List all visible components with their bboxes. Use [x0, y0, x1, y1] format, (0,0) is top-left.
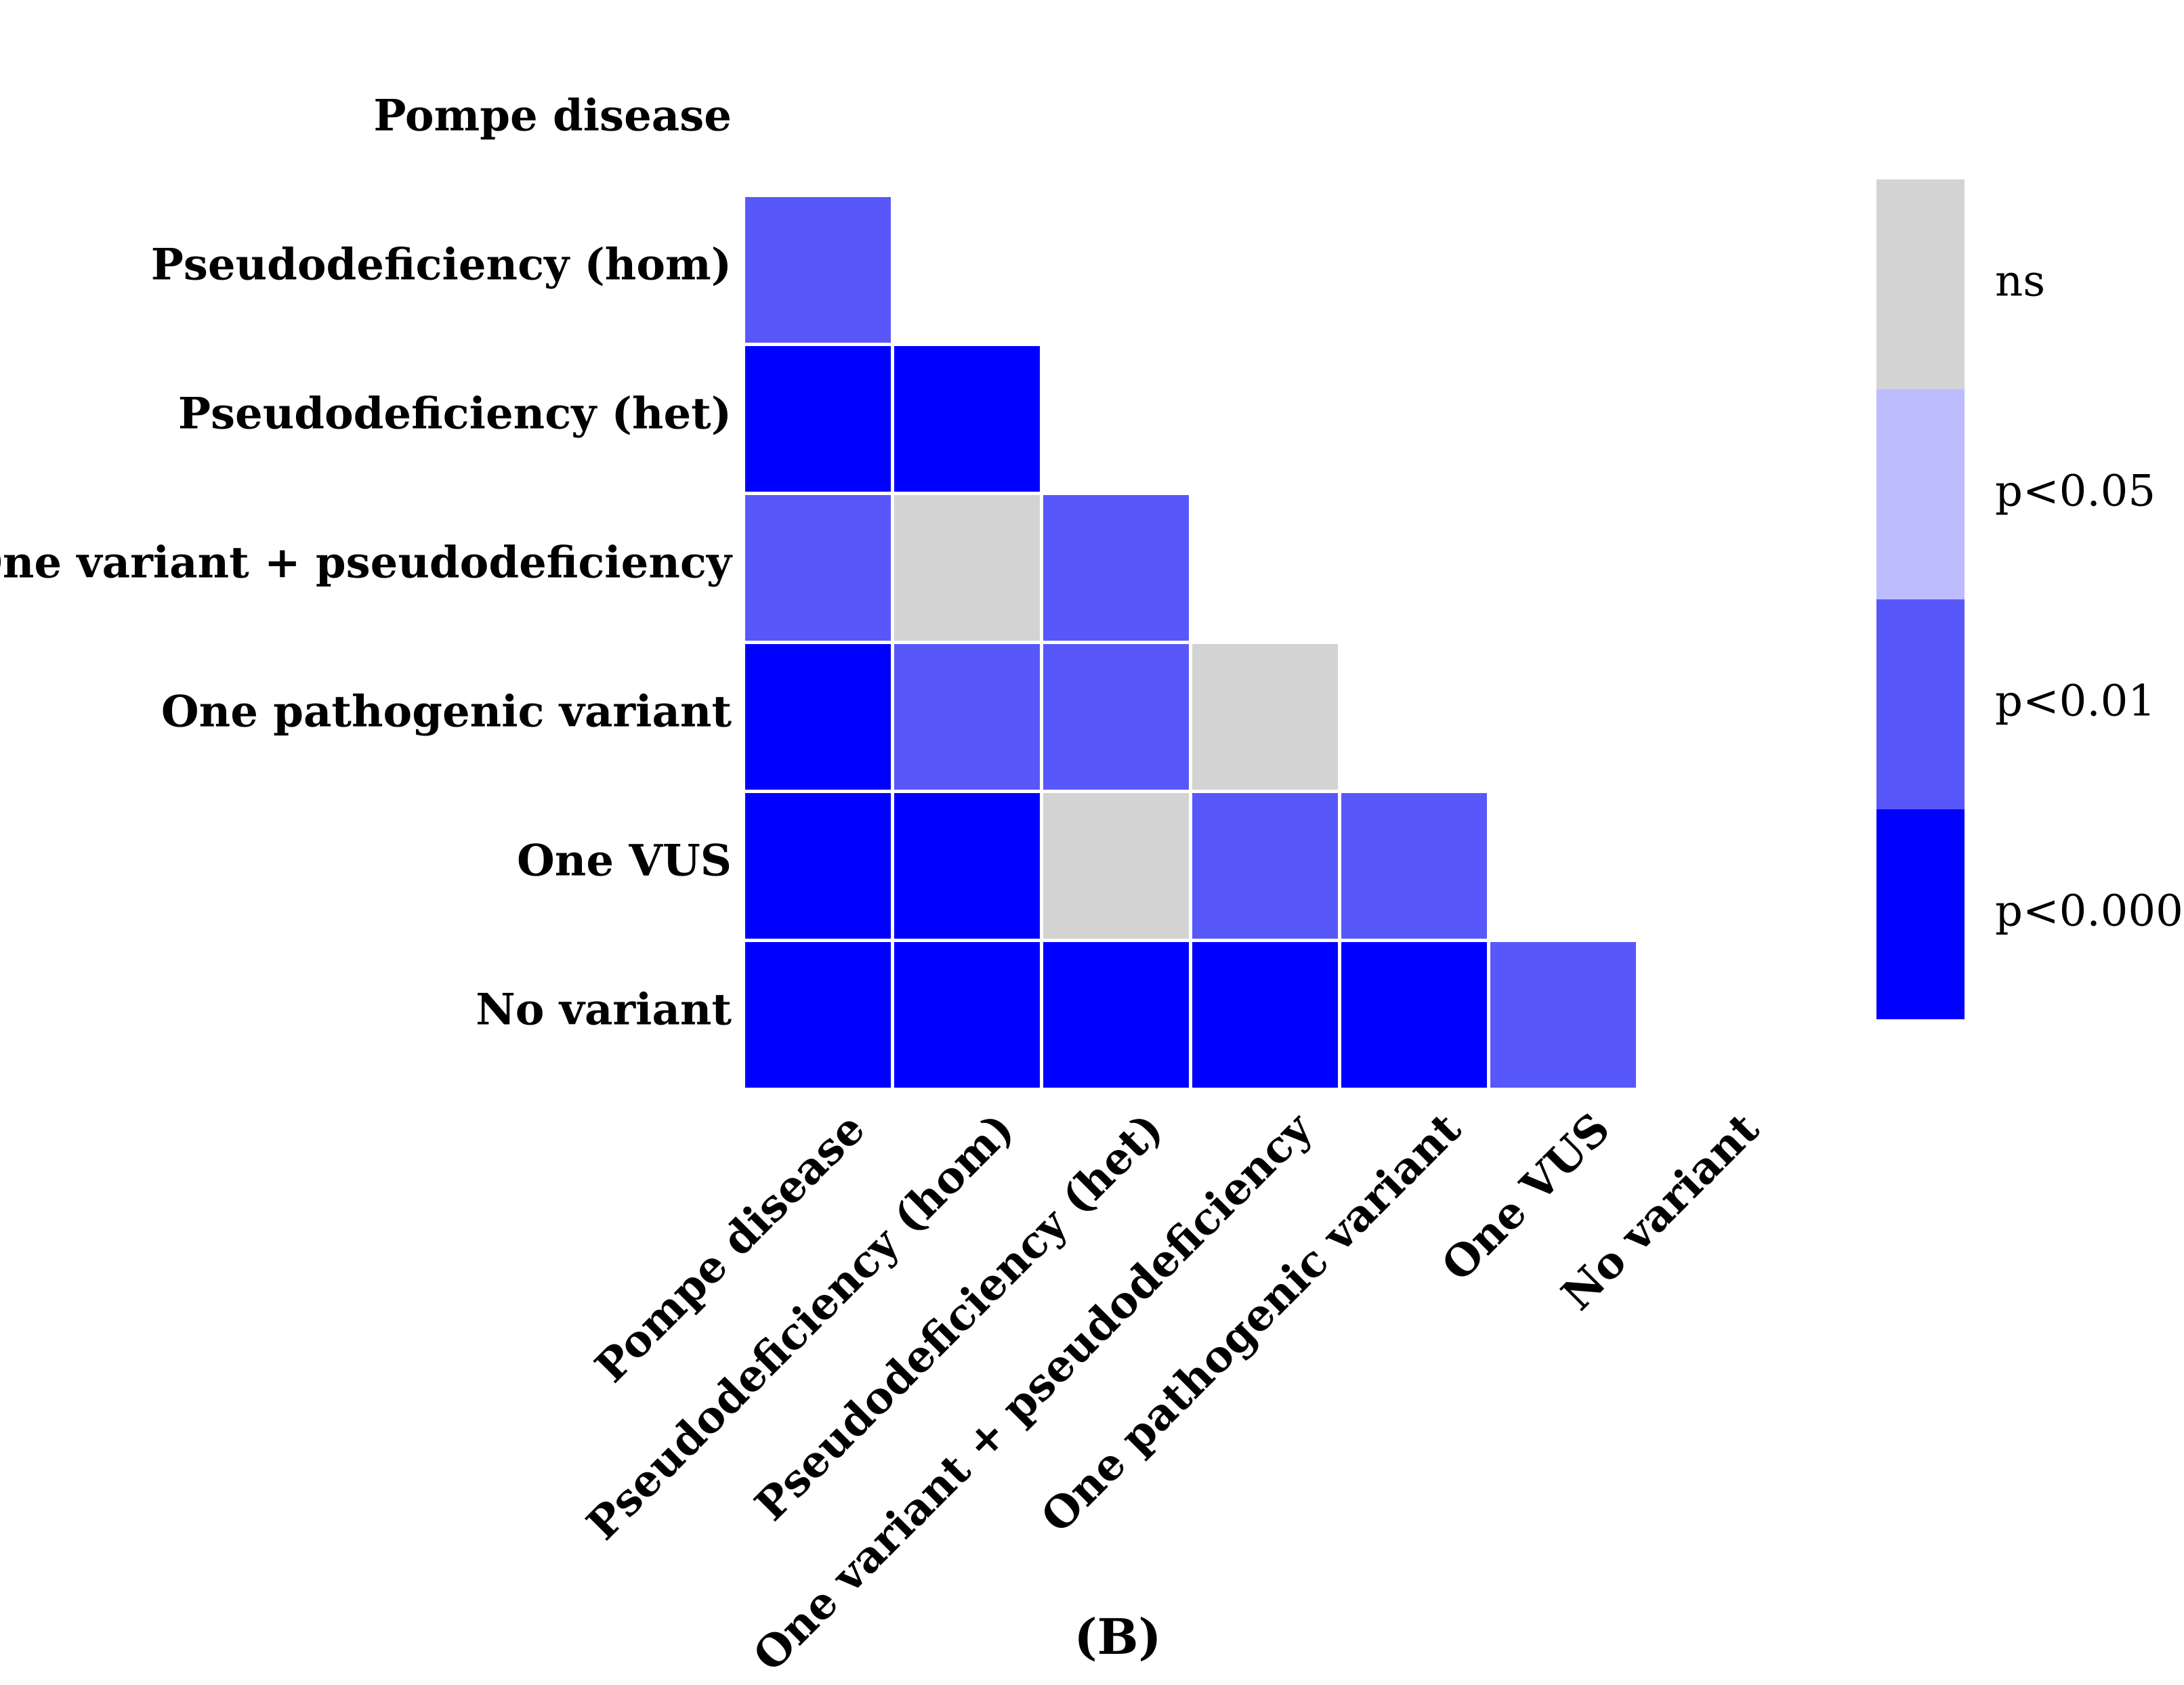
panel-label: (B)	[1074, 1608, 1162, 1665]
column-label-one-variant-pseudodeficiency: One variant + pseudodeficiency	[744, 1103, 1323, 1682]
heatmap-cell-one-variant-pseudodeficiency-vs-pompe-disease	[745, 495, 891, 641]
heatmap-cell-one-variant-pseudodeficiency-vs-pseudodeficiency-het	[1043, 495, 1189, 641]
heatmap-cell-one-pathogenic-variant-vs-pompe-disease	[745, 644, 891, 790]
heatmap-cell-no-variant-vs-one-variant-pseudodeficiency	[1192, 942, 1338, 1088]
heatmap-cell-one-vus-vs-pompe-disease	[745, 793, 891, 939]
heatmap-cell-one-vus-vs-one-pathogenic-variant	[1341, 793, 1487, 939]
row-label-pompe-disease: Pompe disease	[373, 91, 732, 142]
heatmap-cell-one-pathogenic-variant-vs-one-variant-pseudodeficiency	[1192, 644, 1338, 790]
heatmap-cell-one-vus-vs-pseudodeficiency-hom	[894, 793, 1040, 939]
heatmap-cell-no-variant-vs-one-pathogenic-variant	[1341, 942, 1487, 1088]
heatmap-cell-no-variant-vs-pseudodeficiency-het	[1043, 942, 1189, 1088]
heatmap-cell-one-vus-vs-pseudodeficiency-het	[1043, 793, 1189, 939]
legend-label-p-0-0001: p<0.0001	[1995, 887, 2184, 937]
legend-label-p-0-01: p<0.01	[1995, 677, 2156, 727]
heatmap-cell-one-pathogenic-variant-vs-pseudodeficiency-hom	[894, 644, 1040, 790]
row-labels: Pompe disease Pseudodeficiency (hom) Pseud…	[0, 91, 733, 1036]
heatmap-cell-no-variant-vs-pseudodeficiency-hom	[894, 942, 1040, 1088]
heatmap-cell-pseudodeficiency-het-vs-pseudodeficiency-hom	[894, 346, 1040, 492]
heatmap-cells	[745, 197, 1636, 1088]
heatmap-cell-no-variant-vs-one-vus	[1490, 942, 1636, 1088]
heatmap-cell-one-pathogenic-variant-vs-pseudodeficiency-het	[1043, 644, 1189, 790]
legend-label-ns: ns	[1995, 257, 2045, 307]
legend-swatch-p-0-01	[1876, 599, 1965, 809]
legend-swatch-p-0-05	[1876, 389, 1965, 599]
legend-label-p-0-05: p<0.05	[1995, 467, 2156, 517]
row-label-no-variant: No variant	[476, 985, 732, 1036]
legend-swatch-ns	[1876, 179, 1965, 389]
legend-swatch-p-0-0001	[1876, 809, 1965, 1019]
heatmap-cell-one-vus-vs-one-variant-pseudodeficiency	[1192, 793, 1338, 939]
row-label-pseudodeficiency-hom: Pseudodeficiency (hom)	[151, 240, 732, 291]
heatmap-cell-pseudodeficiency-hom-vs-pompe-disease	[745, 197, 891, 343]
heatmap-cell-pseudodeficiency-het-vs-pompe-disease	[745, 346, 891, 492]
legend: ns p<0.05 p<0.01 p<0.0001	[1876, 179, 2184, 1019]
row-label-pseudodeficiency-het: Pseudodeficiency (het)	[178, 389, 732, 440]
row-label-one-pathogenic-variant: One pathogenic variant	[161, 687, 732, 738]
row-label-one-variant-pseudodeficiency: One variant + pseudodeficiency	[0, 538, 733, 589]
heatmap-cell-no-variant-vs-pompe-disease	[745, 942, 891, 1088]
column-label-pompe-disease: Pompe disease	[586, 1103, 875, 1392]
row-label-one-vus: One VUS	[517, 836, 732, 887]
heatmap-cell-one-variant-pseudodeficiency-vs-pseudodeficiency-hom	[894, 495, 1040, 641]
